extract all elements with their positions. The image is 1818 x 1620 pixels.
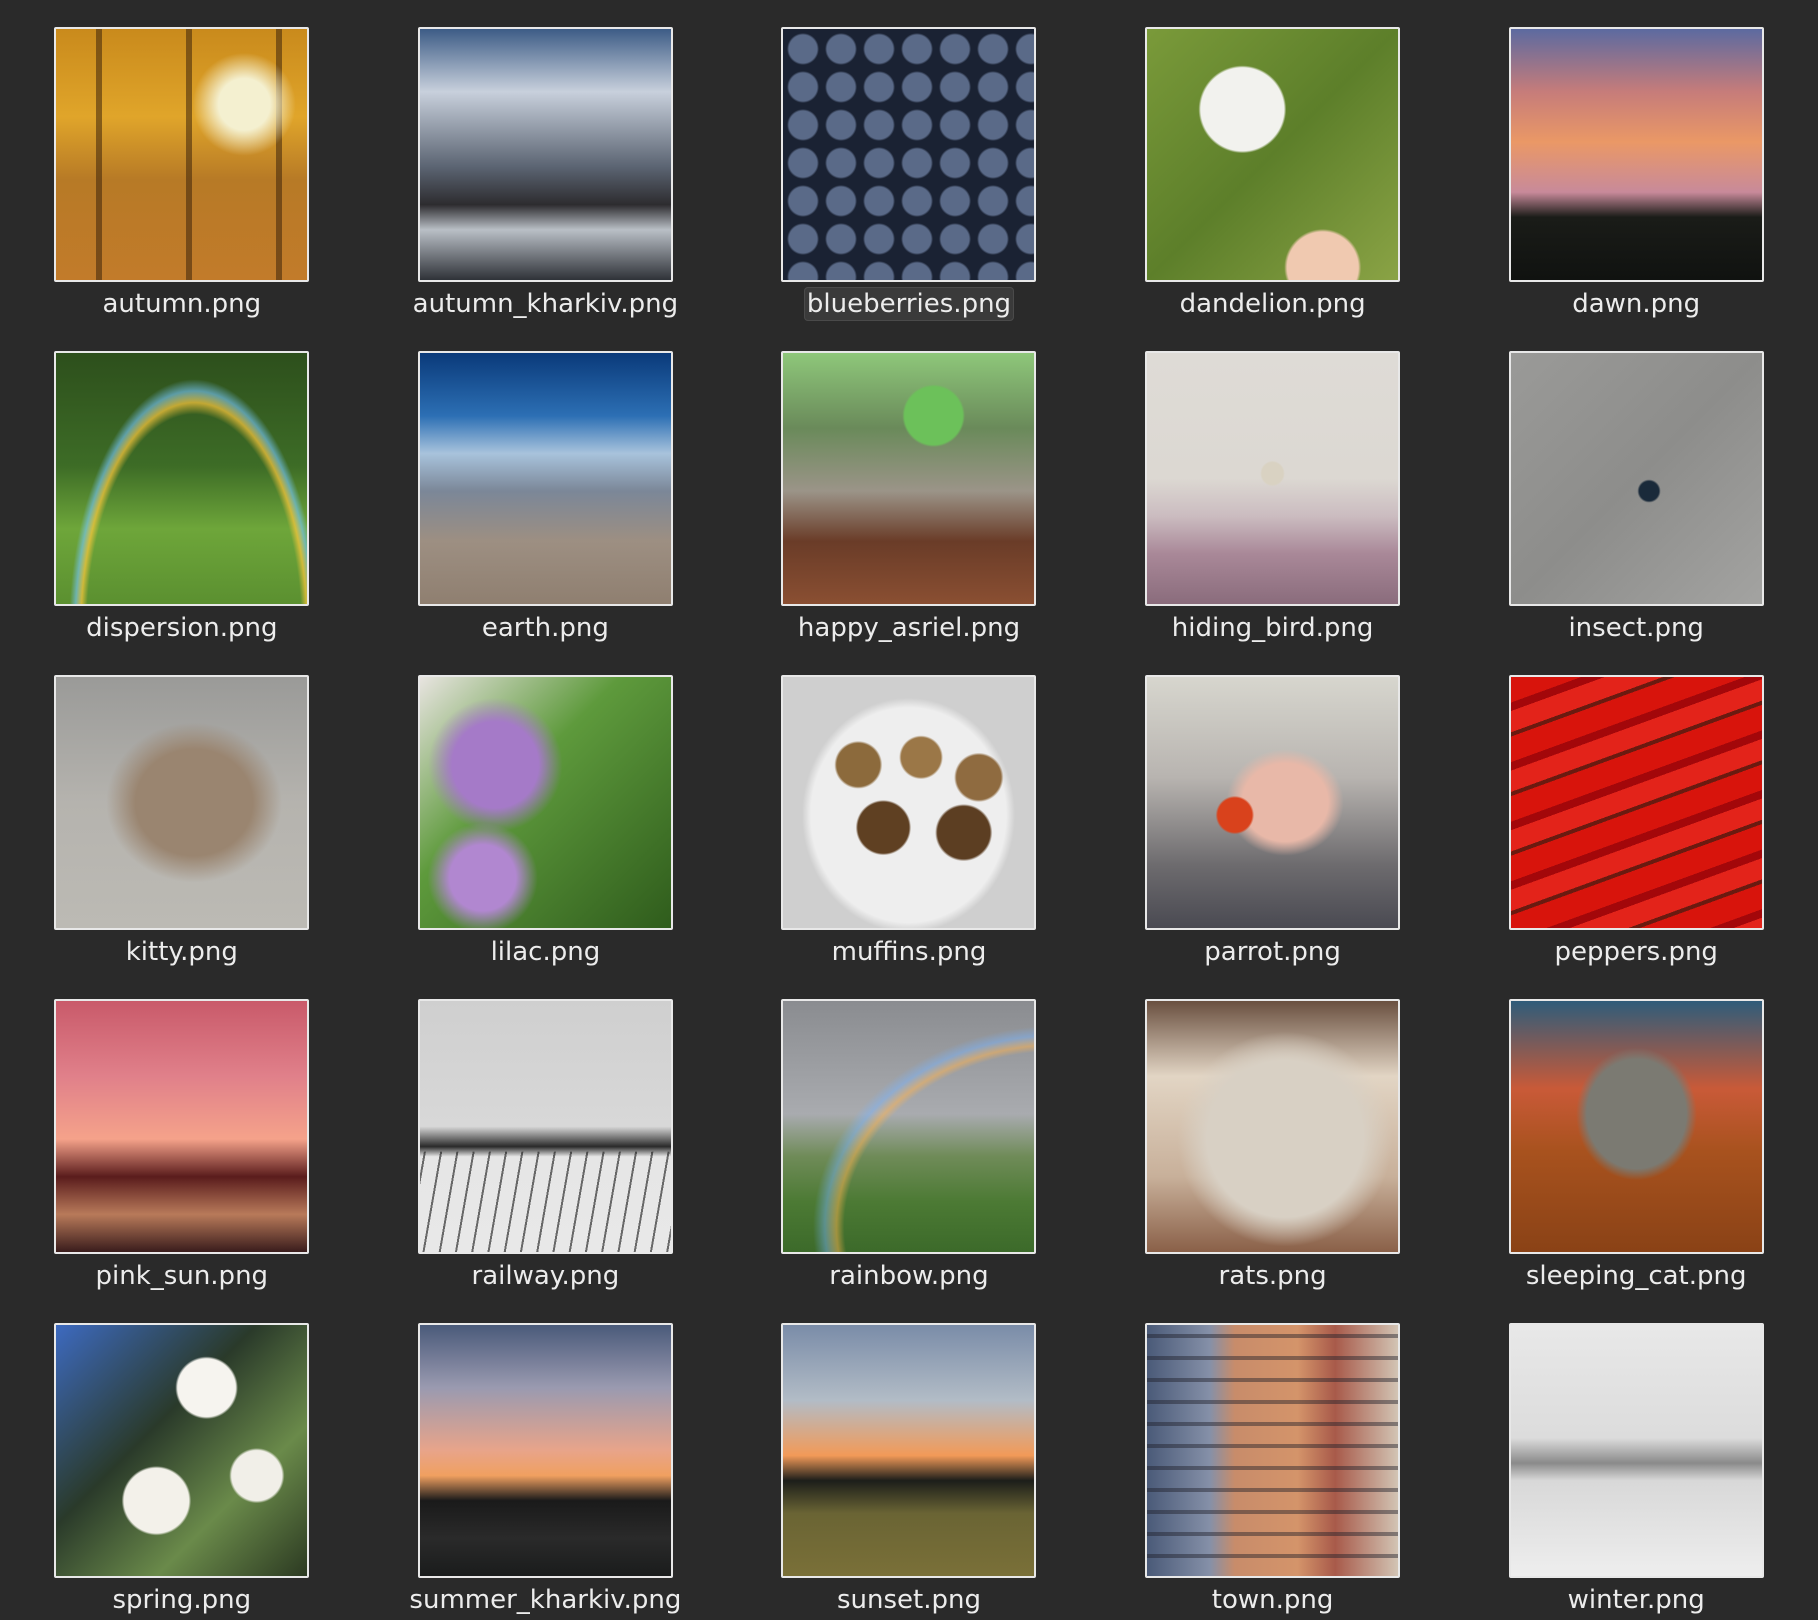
file-name-label[interactable]: town.png [1211,1585,1334,1615]
file-name-label[interactable]: dandelion.png [1179,289,1366,319]
file-item[interactable]: summer_kharkiv.png [364,1296,728,1620]
file-name-label[interactable]: insect.png [1568,613,1704,643]
image-thumbnail[interactable] [781,1323,1037,1578]
file-item[interactable]: kitty.png [0,648,364,972]
image-thumbnail[interactable] [54,999,310,1254]
file-name-label[interactable]: happy_asriel.png [797,613,1021,643]
file-item[interactable]: sunset.png [727,1296,1091,1620]
file-name-label[interactable]: autumn.png [102,289,262,319]
image-thumbnail[interactable] [1508,1323,1764,1578]
file-name-label[interactable]: parrot.png [1204,937,1341,967]
image-thumbnail[interactable] [1508,999,1764,1254]
image-thumbnail[interactable] [781,351,1037,606]
image-thumbnail[interactable] [1508,27,1764,282]
file-item[interactable]: sleeping_cat.png [1454,972,1818,1296]
file-name-label[interactable]: sleeping_cat.png [1525,1261,1747,1291]
image-thumbnail[interactable] [54,1323,310,1578]
image-thumbnail[interactable] [417,1323,673,1578]
file-item[interactable]: muffins.png [727,648,1091,972]
file-name-label[interactable]: winter.png [1567,1585,1705,1615]
image-thumbnail[interactable] [417,27,673,282]
file-item[interactable]: town.png [1091,1296,1455,1620]
image-thumbnail[interactable] [417,675,673,930]
image-thumbnail[interactable] [781,27,1037,282]
image-thumbnail[interactable] [1508,351,1764,606]
image-thumbnail[interactable] [417,351,673,606]
file-name-label[interactable]: earth.png [481,613,609,643]
file-item[interactable]: pink_sun.png [0,972,364,1296]
file-name-label[interactable]: hiding_bird.png [1171,613,1374,643]
image-thumbnail[interactable] [781,999,1037,1254]
file-name-label[interactable]: pink_sun.png [95,1261,269,1291]
file-name-label[interactable]: blueberries.png [803,287,1015,321]
file-name-label[interactable]: muffins.png [831,937,987,967]
file-item[interactable]: hiding_bird.png [1091,324,1455,648]
file-item[interactable]: insect.png [1454,324,1818,648]
file-name-label[interactable]: summer_kharkiv.png [409,1585,682,1615]
file-item[interactable]: lilac.png [364,648,728,972]
image-thumbnail[interactable] [1145,351,1401,606]
file-name-label[interactable]: sunset.png [836,1585,981,1615]
file-item-selected[interactable]: blueberries.png [727,0,1091,324]
file-item[interactable]: rainbow.png [727,972,1091,1296]
image-thumbnail[interactable] [417,999,673,1254]
file-item[interactable]: parrot.png [1091,648,1455,972]
image-thumbnail[interactable] [781,675,1037,930]
file-item[interactable]: rats.png [1091,972,1455,1296]
image-thumbnail[interactable] [1145,1323,1401,1578]
file-item[interactable]: railway.png [364,972,728,1296]
file-name-label[interactable]: rainbow.png [829,1261,989,1291]
image-thumbnail[interactable] [54,675,310,930]
file-item[interactable]: autumn.png [0,0,364,324]
file-item[interactable]: earth.png [364,324,728,648]
file-name-label[interactable]: peppers.png [1554,937,1718,967]
file-name-label[interactable]: kitty.png [125,937,238,967]
file-item[interactable]: spring.png [0,1296,364,1620]
file-name-label[interactable]: dispersion.png [86,613,278,643]
image-thumbnail[interactable] [54,351,310,606]
file-item[interactable]: autumn_kharkiv.png [364,0,728,324]
file-name-label[interactable]: spring.png [112,1585,252,1615]
file-name-label[interactable]: autumn_kharkiv.png [412,289,679,319]
file-name-label[interactable]: railway.png [471,1261,620,1291]
file-item[interactable]: happy_asriel.png [727,324,1091,648]
file-item[interactable]: dandelion.png [1091,0,1455,324]
file-name-label[interactable]: dawn.png [1572,289,1701,319]
image-thumbnail[interactable] [1508,675,1764,930]
file-name-label[interactable]: lilac.png [490,937,601,967]
file-item[interactable]: dispersion.png [0,324,364,648]
image-thumbnail[interactable] [1145,27,1401,282]
file-item[interactable]: winter.png [1454,1296,1818,1620]
file-item[interactable]: peppers.png [1454,648,1818,972]
file-name-label[interactable]: rats.png [1218,1261,1327,1291]
image-thumbnail[interactable] [1145,999,1401,1254]
image-thumbnail[interactable] [1145,675,1401,930]
image-thumbnail[interactable] [54,27,310,282]
file-item[interactable]: dawn.png [1454,0,1818,324]
